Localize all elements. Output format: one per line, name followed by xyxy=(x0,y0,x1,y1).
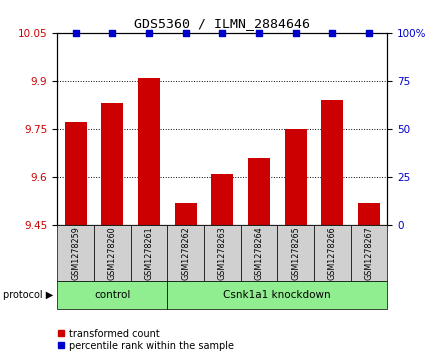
Text: GSM1278264: GSM1278264 xyxy=(254,227,264,280)
Bar xyxy=(285,129,307,225)
Title: GDS5360 / ILMN_2884646: GDS5360 / ILMN_2884646 xyxy=(134,17,310,30)
Bar xyxy=(358,203,380,225)
Text: GSM1278260: GSM1278260 xyxy=(108,227,117,280)
Bar xyxy=(321,100,343,225)
Bar xyxy=(248,158,270,225)
Legend: transformed count, percentile rank within the sample: transformed count, percentile rank withi… xyxy=(53,325,238,355)
Text: GSM1278259: GSM1278259 xyxy=(71,226,80,280)
Text: GSM1278263: GSM1278263 xyxy=(218,227,227,280)
Text: GSM1278266: GSM1278266 xyxy=(328,227,337,280)
Bar xyxy=(211,174,233,225)
Bar xyxy=(175,203,197,225)
Bar xyxy=(101,103,123,225)
Text: GSM1278261: GSM1278261 xyxy=(144,227,154,280)
Point xyxy=(182,30,189,36)
Text: Csnk1a1 knockdown: Csnk1a1 knockdown xyxy=(224,290,331,300)
Text: control: control xyxy=(94,290,130,300)
Bar xyxy=(138,78,160,225)
Point xyxy=(329,30,336,36)
Point xyxy=(72,30,79,36)
Point xyxy=(255,30,262,36)
Point xyxy=(219,30,226,36)
Point xyxy=(292,30,299,36)
Point xyxy=(365,30,372,36)
Text: GSM1278262: GSM1278262 xyxy=(181,226,190,280)
Point xyxy=(109,30,116,36)
Text: protocol ▶: protocol ▶ xyxy=(3,290,53,300)
Bar xyxy=(65,122,87,225)
Text: GSM1278267: GSM1278267 xyxy=(364,226,374,280)
Point xyxy=(145,30,152,36)
Text: GSM1278265: GSM1278265 xyxy=(291,226,300,280)
